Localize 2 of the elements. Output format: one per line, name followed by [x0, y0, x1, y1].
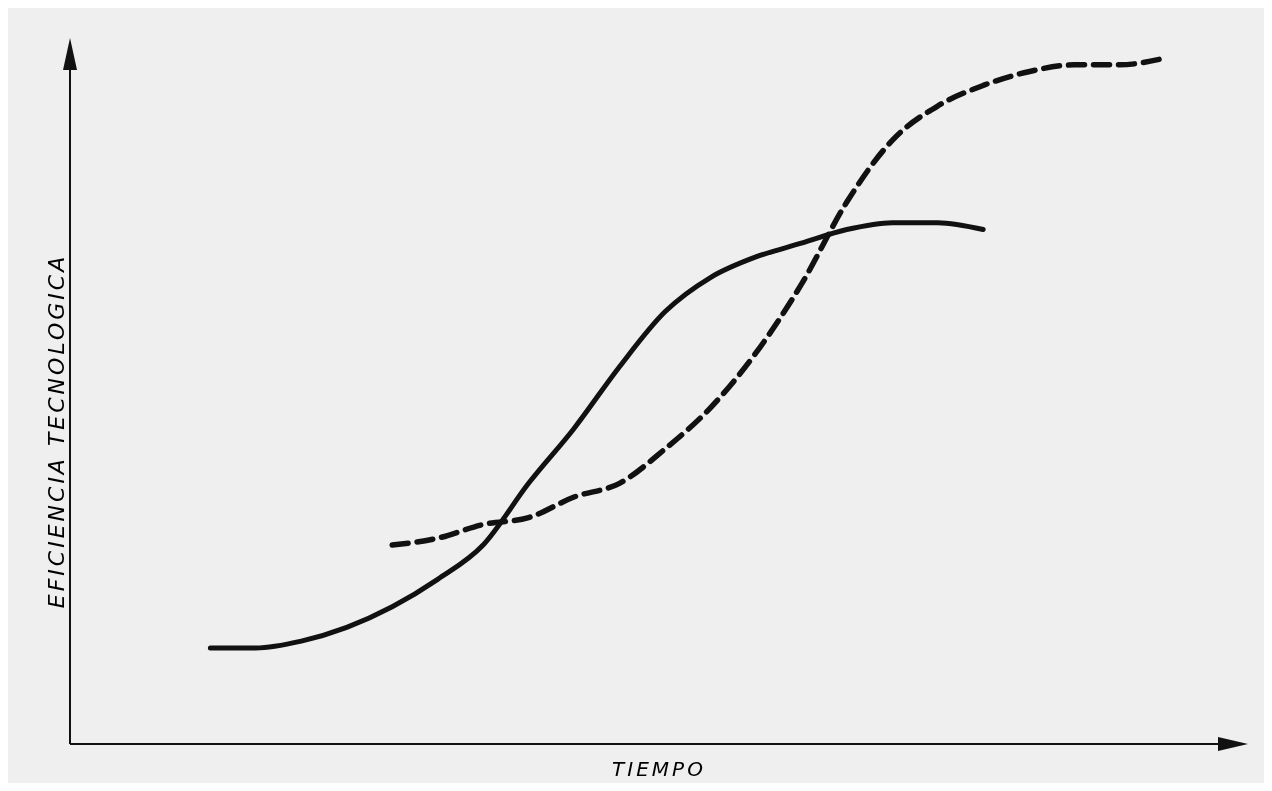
y-axis-title: EFICIENCIA TECNOLOGICA	[44, 253, 69, 609]
x-axis-title: TIEMPO	[612, 757, 706, 781]
